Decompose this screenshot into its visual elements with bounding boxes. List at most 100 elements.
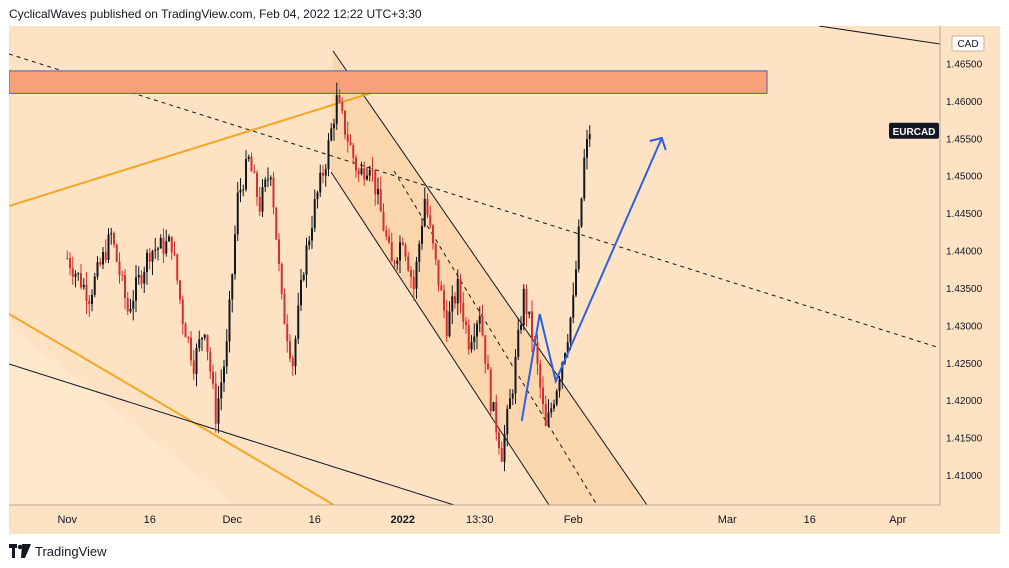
candle-body [154,249,157,251]
y-tick-label: 1.44500 [946,209,983,220]
candle-body [410,270,412,277]
candle-body [473,336,476,343]
supply-zone[interactable] [9,70,768,94]
candle-body [330,128,333,141]
black-support-line[interactable] [9,363,455,505]
candle-body [118,261,121,275]
candle-body [500,448,503,462]
candle-body [575,269,577,296]
candle-body [272,177,275,208]
x-tick-label: Nov [57,514,77,526]
candle-body [143,271,146,284]
candle-body [113,233,115,245]
candle-body [539,363,542,388]
candle-body [544,403,547,426]
x-tick-label: 16 [804,514,816,526]
candle-body [344,110,346,135]
candle-body [396,260,399,264]
tradingview-logo-icon[interactable] [9,544,31,558]
channel-upper-line[interactable] [332,50,648,505]
candle-body [319,172,322,193]
candle-body [327,140,330,170]
upper-right-line[interactable] [818,26,940,45]
orange-lower-trendline[interactable] [9,313,335,505]
candle-body [258,196,261,212]
y-tick-label: 1.44000 [946,247,983,258]
candle-body [407,256,410,271]
candle-body [162,237,165,254]
candle-body [368,169,371,176]
candle-body [220,382,223,399]
time-axis[interactable] [9,505,940,534]
candle-body [289,341,291,359]
currency-label: CAD [957,39,978,50]
candle-body [517,329,520,357]
symbol-badge[interactable] [889,122,939,139]
candle-body [179,280,181,300]
candle-body [511,393,514,399]
candle-body [203,334,206,338]
candle-body [569,317,572,342]
candle-body [88,300,91,304]
candle-body [267,179,269,181]
candle-body [96,262,99,277]
publisher-line: CyclicalWaves published on TradingView.c… [9,7,422,21]
candle-body [333,123,335,129]
x-tick-label: 16 [309,514,321,526]
candle-body [388,236,390,243]
candle-body [165,241,168,254]
candle-body [489,369,492,412]
candle-body [583,157,586,199]
y-tick-label: 1.42500 [946,359,983,370]
chart-panel[interactable]: 1.41000 1.41500 1.42000 1.42500 1.43000 1.435… [9,26,1000,534]
candle-body [239,190,242,193]
candle-body [415,261,418,289]
candle-body [137,274,140,278]
candle-body [382,211,385,231]
candle-body [349,141,352,146]
orange-upper-trendline[interactable] [9,92,372,207]
candle-body [228,299,231,342]
candle-body [547,412,550,426]
candle-body [445,310,448,337]
candle-body [412,276,415,289]
candle-body [478,316,481,324]
candle-body [80,273,82,288]
candle-body [498,432,500,449]
candle-body [256,172,258,197]
candle-body [462,302,465,322]
price-axis[interactable] [940,26,1000,534]
candle-body [184,323,187,338]
candle-body [421,226,423,244]
channel-lower-line[interactable] [330,171,550,505]
candle-body [341,102,344,111]
projection-path[interactable] [520,137,663,422]
candle-body [531,311,533,339]
candle-body [374,169,377,195]
candle-body [437,259,440,286]
channel-mid-dashed-line[interactable] [393,170,598,505]
candle-body [198,339,201,349]
candle-body [129,308,132,312]
candle-body [187,337,190,339]
candle-body [124,275,126,299]
candle-body [440,285,443,291]
y-tick-label: 1.41000 [946,471,983,482]
y-tick-label: 1.41500 [946,434,983,445]
candle-body [313,199,316,229]
candle-body [91,294,93,304]
candle-body [542,387,544,404]
candle-body [250,156,253,172]
candle-body [399,242,401,261]
candle-body [253,171,256,173]
candle-body [146,252,148,272]
price-chart[interactable]: 1.41000 1.41500 1.42000 1.42500 1.43000 1.435… [9,26,1000,534]
x-tick-label: Dec [222,514,242,526]
candle-body [448,311,451,337]
y-tick-label: 1.45000 [946,172,983,183]
candle-body [82,284,85,288]
candle-body [74,274,77,277]
candle-body [577,226,580,270]
candle-body [110,233,113,235]
dashed-trendline[interactable] [9,53,940,349]
